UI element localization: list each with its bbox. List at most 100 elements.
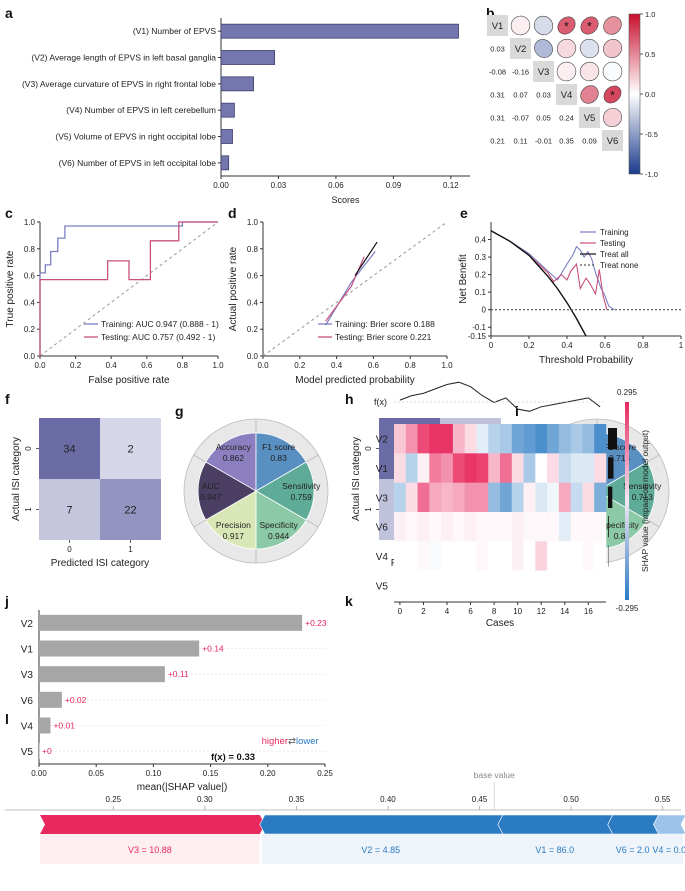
- heatmap-cell: [394, 453, 407, 483]
- slice-label: F1 score: [262, 442, 295, 452]
- correlation-value: 0.03: [536, 91, 551, 100]
- heatmap-cell: [405, 512, 418, 542]
- diagonal-cell: [602, 130, 623, 151]
- x-tick-label: 0.8: [177, 361, 189, 370]
- heatmap-cell: [441, 512, 454, 542]
- score-bar: [220, 102, 235, 118]
- correlation-value: 0.31: [490, 91, 505, 100]
- slice-value: 0.713: [632, 492, 654, 502]
- heatmap-cell: [441, 570, 454, 601]
- slice-value: 0.944: [268, 531, 290, 541]
- correlation-ellipse: [602, 107, 623, 128]
- x-tick-label: 0.15: [203, 769, 219, 778]
- heatmap-cell: [405, 424, 418, 454]
- category-label: (V2) Average length of EPVS in left basa…: [31, 53, 216, 63]
- legend-label: Treat all: [600, 250, 629, 259]
- category-label: (V3) Average curvature of EPVS in right …: [22, 79, 216, 89]
- correlation-ellipse: [556, 61, 577, 82]
- arrows-label: ⇄: [288, 736, 296, 747]
- correlation-ellipse: [579, 61, 600, 82]
- correlation-value: 0.11: [513, 137, 527, 146]
- heatmap-cell: [582, 541, 595, 571]
- slice-value: 0.862: [223, 453, 245, 463]
- importance-tick-bar: [608, 486, 613, 508]
- x-tick-label: 0.2: [294, 361, 306, 370]
- y-tick-label: 1.0: [24, 218, 36, 227]
- heatmap-cell: [488, 570, 501, 601]
- heatmap-cell: [417, 453, 430, 483]
- heatmap-cell: [558, 512, 571, 542]
- slice-label: Precision: [216, 520, 251, 530]
- x-axis-label: Threshold Probability: [539, 355, 633, 366]
- label-band: [499, 834, 610, 864]
- heatmap-cell: [441, 453, 454, 483]
- x-tick-label: 1: [679, 341, 684, 350]
- importance-bar: [39, 666, 165, 683]
- heatmap-cell: [429, 453, 442, 483]
- heatmap-cell: [464, 512, 477, 542]
- y-axis-label: Actual ISI category: [351, 437, 362, 521]
- colorbar-tick-label: 0.5: [645, 50, 655, 59]
- x-axis-label: Predicted ISI category: [51, 558, 149, 569]
- variable-label: V3: [538, 67, 550, 78]
- x-tick-label: 12: [537, 607, 546, 616]
- heatmap-cell: [500, 541, 513, 571]
- x-tick-label: 0.8: [405, 361, 417, 370]
- y-tick-label: 1: [364, 507, 373, 512]
- x-tick-label: 0.6: [368, 361, 380, 370]
- feature-label: V1: [376, 464, 389, 475]
- y-tick-label: 0.2: [475, 271, 487, 280]
- correlation-ellipse: [533, 15, 554, 36]
- y-tick-label: 1.0: [247, 218, 259, 227]
- feature-label: V4: [376, 552, 389, 563]
- diagonal-cell: [510, 38, 531, 59]
- legend-label: Testing: AUC 0.757 (0.492 - 1): [101, 332, 216, 342]
- x-tick-label: 0.05: [88, 769, 104, 778]
- panel-labels: a b c d e f g h i j k l: [4, 5, 519, 727]
- score-bar: [220, 50, 276, 65]
- x-tick-label: 1.0: [212, 361, 224, 370]
- segment-label: V6 = 2.0: [616, 845, 650, 855]
- negative-segment: [653, 814, 685, 835]
- panel-k-shap-heatmap: V2 V1 V3 V6 V4 V5 f(x) 0 2 4 6 8 10 12 14 16 Cases 0.295 -…: [374, 381, 650, 629]
- panel-label-k: k: [345, 593, 353, 609]
- heatmap-cell: [452, 570, 465, 601]
- y-tick-label: -0.1: [472, 323, 486, 332]
- y-tick-label: 0.2: [247, 325, 259, 334]
- panel-label-a: a: [5, 5, 13, 21]
- heatmap-cell: [441, 482, 454, 513]
- x-tick-label: 0.00: [213, 181, 229, 190]
- correlation-value: 0.35: [559, 137, 574, 146]
- cell-count: 2: [127, 444, 133, 456]
- correlation-ellipse: [534, 39, 553, 58]
- base-value-label: base value: [474, 770, 515, 780]
- segment-label: V4 = 0.0: [652, 845, 685, 855]
- ring-divider: [306, 519, 319, 528]
- panel-label-e: e: [460, 205, 468, 221]
- heatmap-cell: [594, 482, 607, 513]
- cell-count: 34: [63, 444, 75, 456]
- x-tick-label: 1.0: [441, 361, 453, 370]
- heatmap-cell: [511, 570, 524, 601]
- heatmap-cell: [488, 512, 501, 542]
- correlation-value: 0.07: [513, 91, 528, 100]
- y-tick-label: 0.6: [247, 272, 259, 281]
- variable-label: V5: [584, 113, 596, 124]
- heatmap-cell: [405, 570, 418, 601]
- negative-segment: [607, 814, 660, 835]
- y-tick-label: 0.8: [247, 245, 259, 254]
- score-bar: [220, 23, 459, 39]
- heatmap-cell: [429, 570, 442, 601]
- heatmap-cell: [429, 482, 442, 513]
- heatmap-cell: [500, 424, 513, 454]
- feature-label: V4: [21, 722, 34, 733]
- feature-label: V6: [21, 696, 34, 707]
- correlation-ellipse: [602, 61, 623, 82]
- correlation-value: 0.31: [490, 114, 505, 123]
- y-axis-label: Actual positive rate: [228, 246, 239, 331]
- heatmap-cell: [500, 512, 513, 542]
- panel-c-roc-curve: 0.0 0.2 0.4 0.6 0.8 1.0 0.0 0.2 0.4 0.6 0.8 1.0 Fals…: [5, 218, 224, 386]
- y-tick-label: 0.4: [475, 236, 487, 245]
- heatmap-cell: [547, 541, 560, 571]
- heatmap-cell: [500, 482, 513, 513]
